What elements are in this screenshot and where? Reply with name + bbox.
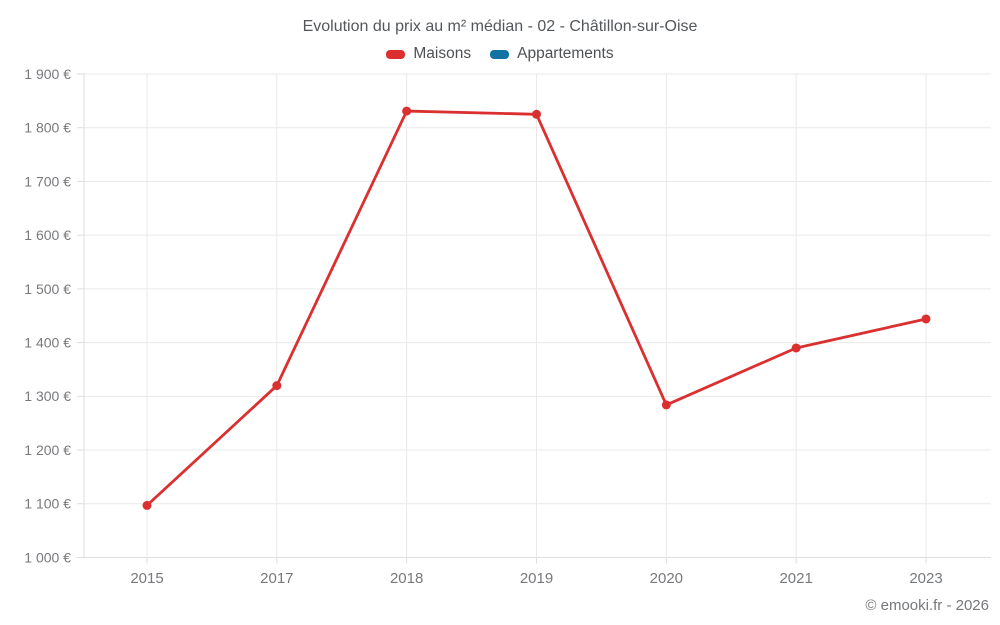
data-point-maisons-2018[interactable] — [402, 106, 412, 116]
data-point-maisons-2020[interactable] — [661, 400, 671, 410]
legend-label-appartements: Appartements — [517, 45, 614, 62]
x-tick-label: 2023 — [909, 570, 942, 587]
data-point-maisons-2017[interactable] — [272, 381, 282, 391]
legend-label-maisons: Maisons — [413, 45, 472, 62]
y-tick-label: 1 500 € — [24, 281, 71, 297]
x-tick-label: 2019 — [520, 570, 553, 587]
legend: Maisons Appartements — [0, 45, 1000, 63]
legend-swatch-appartements-icon — [490, 49, 510, 59]
data-point-maisons-2021[interactable] — [791, 343, 801, 353]
legend-swatch-maisons-icon — [386, 49, 406, 59]
copyright: © emooki.fr - 2026 — [865, 597, 989, 614]
legend-item-appartements[interactable]: Appartements — [490, 45, 614, 63]
x-tick-label: 2018 — [390, 570, 423, 587]
x-tick-label: 2021 — [779, 570, 812, 587]
chart-title: Evolution du prix au m² médian - 02 - Ch… — [302, 18, 698, 35]
y-tick-label: 1 200 € — [24, 442, 71, 458]
x-tick-label: 2017 — [260, 570, 293, 587]
y-tick-label: 1 700 € — [24, 173, 71, 189]
data-point-maisons-2019[interactable] — [532, 109, 541, 119]
y-tick-label: 1 100 € — [24, 496, 71, 512]
data-point-maisons-2015[interactable] — [142, 500, 152, 510]
x-tick-label: 2020 — [650, 570, 683, 587]
data-point-maisons-2023[interactable] — [921, 314, 931, 324]
y-tick-label: 1 300 € — [24, 388, 71, 404]
legend-item-maisons[interactable]: Maisons — [386, 45, 471, 63]
y-tick-label: 1 400 € — [24, 335, 71, 351]
y-tick-label: 1 000 € — [24, 549, 71, 565]
x-tick-label: 2015 — [130, 570, 163, 587]
y-tick-label: 1 900 € — [24, 66, 71, 82]
y-tick-label: 1 600 € — [24, 227, 71, 243]
y-tick-label: 1 800 € — [24, 120, 71, 136]
